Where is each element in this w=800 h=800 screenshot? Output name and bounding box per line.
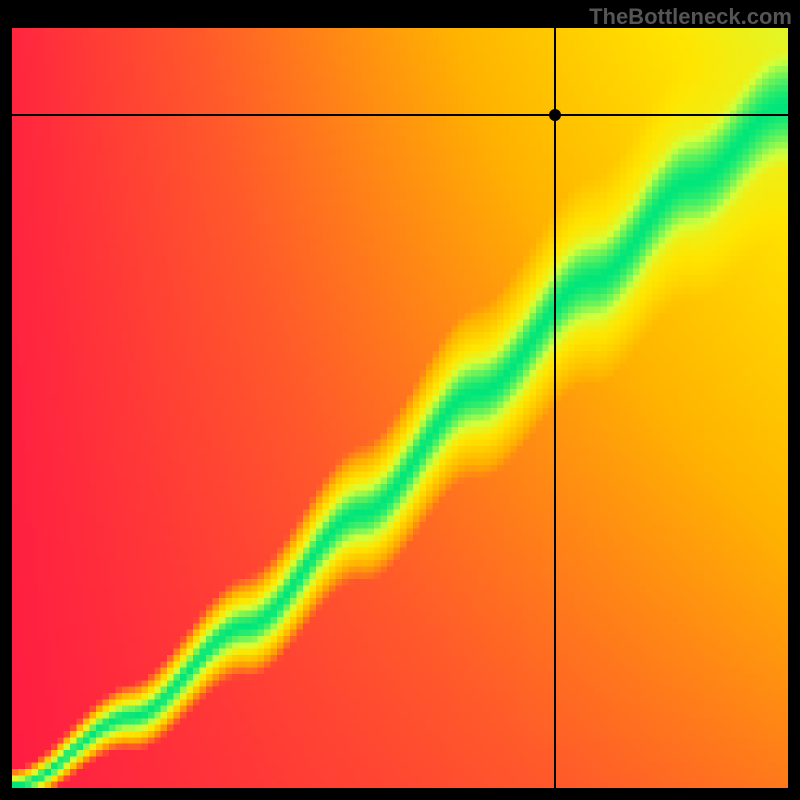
crosshair-horizontal <box>12 114 788 116</box>
chart-container: TheBottleneck.com <box>0 0 800 800</box>
crosshair-vertical <box>554 28 556 788</box>
plot-area <box>12 28 788 788</box>
heatmap-canvas <box>12 28 788 788</box>
watermark-text: TheBottleneck.com <box>589 4 792 30</box>
